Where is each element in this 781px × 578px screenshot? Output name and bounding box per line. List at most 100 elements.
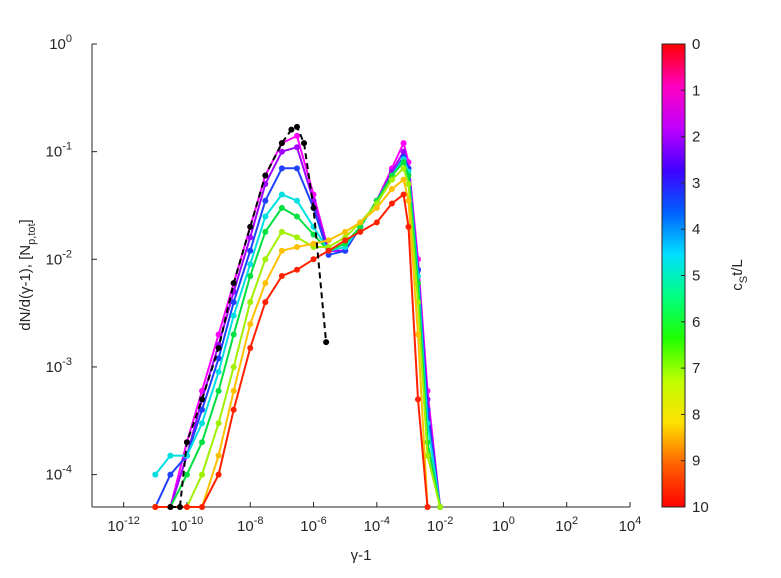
series-point <box>262 299 269 306</box>
series-point <box>176 504 183 510</box>
series-point <box>342 228 349 235</box>
colorbar-label: cSt/L <box>729 259 750 291</box>
colorbar-tick-label: 4 <box>692 221 700 238</box>
tick-exp: -10 <box>187 515 203 527</box>
series-point <box>215 344 222 351</box>
tick-base: 10 <box>46 467 63 484</box>
tick-exp: 2 <box>572 515 578 527</box>
tick-base: 10 <box>555 518 572 535</box>
series-point <box>414 396 421 403</box>
series-point <box>199 439 206 446</box>
series-point <box>199 420 206 427</box>
series-point <box>262 256 269 263</box>
series-point <box>183 471 190 478</box>
colorbar-tick-label: 2 <box>692 129 700 146</box>
series-point <box>310 240 317 247</box>
cb-label-text: c <box>729 283 746 291</box>
tick-base: 10 <box>492 518 509 535</box>
series-point <box>388 176 395 183</box>
series-point <box>293 132 300 139</box>
series-point <box>400 176 407 183</box>
colorbar-tick-label: 0 <box>692 36 700 53</box>
series-point <box>215 355 222 362</box>
series-point <box>167 504 174 510</box>
cb-label-tail: t/L <box>729 259 746 276</box>
series-point <box>183 439 190 446</box>
colorbar-tick-label: 8 <box>692 406 700 423</box>
series-point <box>405 223 412 230</box>
series-point <box>400 165 407 172</box>
tick-base: 10 <box>171 518 188 535</box>
series-point <box>278 148 285 155</box>
series-point <box>301 140 308 147</box>
series-point <box>293 213 300 220</box>
series-point <box>400 140 407 147</box>
tick-base: 10 <box>300 518 317 535</box>
tick-exp: -6 <box>317 515 327 527</box>
series-point <box>230 280 237 287</box>
series-point <box>262 280 269 287</box>
series-point <box>278 140 285 147</box>
series-point <box>325 247 332 254</box>
colorbar-tick-label: 10 <box>692 499 709 516</box>
series-point <box>278 247 285 254</box>
series-point <box>199 406 206 413</box>
series-point <box>247 234 254 241</box>
series-point <box>247 247 254 254</box>
tick-exp: -1 <box>62 141 72 153</box>
series-point <box>373 204 380 211</box>
series-point <box>400 148 407 155</box>
tick-base: 10 <box>107 518 124 535</box>
series-point <box>167 471 174 478</box>
series-point <box>247 299 254 306</box>
series-point <box>230 331 237 338</box>
series-point <box>230 299 237 306</box>
series-point <box>262 228 269 235</box>
series-point <box>247 321 254 328</box>
colorbar-tick-label: 7 <box>692 360 700 377</box>
tick-exp: 4 <box>635 515 641 527</box>
series-point <box>215 420 222 427</box>
series-point <box>405 181 412 188</box>
tick-label: 10-3 <box>46 356 72 376</box>
tick-exp: 0 <box>509 515 515 527</box>
series-point <box>293 266 300 273</box>
series-point <box>199 471 206 478</box>
series-point <box>405 197 412 204</box>
series-point <box>230 406 237 413</box>
series-point <box>152 471 159 478</box>
tick-label: 10-2 <box>46 248 72 268</box>
series-point <box>293 123 300 130</box>
series-point <box>262 213 269 220</box>
series-point <box>215 331 222 338</box>
series-point <box>437 504 444 510</box>
series-point <box>310 256 317 263</box>
series-point <box>247 223 254 230</box>
series-point <box>424 452 431 459</box>
colorbar-tick-label: 6 <box>692 314 700 331</box>
cb-label-sub: S <box>738 276 750 283</box>
series-point <box>293 144 300 151</box>
series-point <box>215 471 222 478</box>
series-point <box>400 191 407 198</box>
series-point <box>342 237 349 244</box>
series-point <box>278 191 285 198</box>
series-point <box>357 228 364 235</box>
tick-label: 100 <box>49 33 72 53</box>
tick-label: 102 <box>555 515 578 535</box>
tick-base: 10 <box>46 144 63 161</box>
series-point <box>262 197 269 204</box>
colorbar-tick-label: 5 <box>692 268 700 285</box>
series-point <box>215 368 222 375</box>
series-point <box>247 344 254 351</box>
series-point <box>262 172 269 179</box>
tick-label: 10-2 <box>427 515 453 535</box>
series-point <box>247 272 254 279</box>
series-line <box>155 192 429 508</box>
tick-exp: -12 <box>124 515 140 527</box>
tick-exp: -4 <box>62 464 72 476</box>
series-point <box>247 261 254 268</box>
series-point <box>199 504 206 510</box>
tick-base: 10 <box>619 518 636 535</box>
